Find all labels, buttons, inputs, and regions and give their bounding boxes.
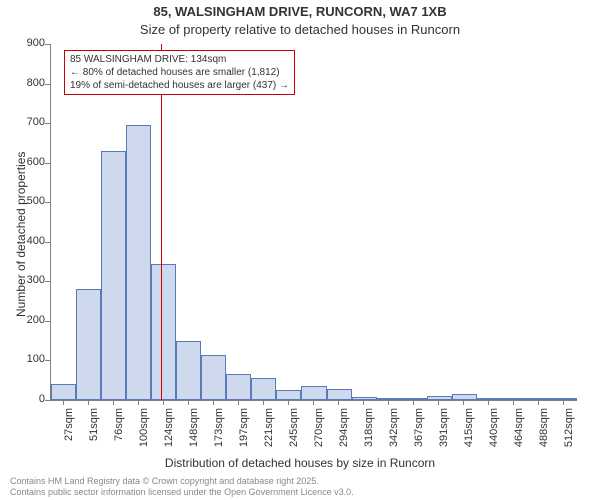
x-tick-mark [88,400,89,405]
x-tick-label: 245sqm [288,408,300,458]
annotation-line-1: 85 WALSINGHAM DRIVE: 134sqm [70,53,289,66]
y-tick-label: 600 [15,156,45,168]
histogram-bar [251,378,276,400]
y-tick-label: 900 [15,37,45,49]
y-tick-mark [45,400,50,401]
x-tick-mark [388,400,389,405]
footer: Contains HM Land Registry data © Crown c… [10,476,354,498]
y-tick-mark [45,123,50,124]
x-tick-label: 367sqm [413,408,425,458]
histogram-bar [76,289,101,400]
x-tick-mark [213,400,214,405]
x-tick-mark [113,400,114,405]
y-tick-mark [45,321,50,322]
x-tick-mark [313,400,314,405]
x-tick-mark [463,400,464,405]
histogram-bar [101,151,126,400]
y-tick-label: 500 [15,195,45,207]
y-tick-mark [45,202,50,203]
annotation-box: 85 WALSINGHAM DRIVE: 134sqm ← 80% of det… [64,50,295,95]
histogram-bar [126,125,151,400]
chart-title-main: 85, WALSINGHAM DRIVE, RUNCORN, WA7 1XB [0,4,600,19]
x-tick-mark [363,400,364,405]
plot-area [50,44,577,401]
histogram-bar [201,355,226,400]
x-tick-label: 173sqm [213,408,225,458]
y-tick-mark [45,360,50,361]
x-tick-label: 197sqm [238,408,250,458]
histogram-bar [176,341,201,400]
x-tick-mark [63,400,64,405]
x-tick-mark [263,400,264,405]
reference-line [161,44,162,400]
x-tick-mark [538,400,539,405]
x-tick-mark [138,400,139,405]
histogram-bar [327,389,352,400]
y-tick-label: 700 [15,116,45,128]
footer-line-1: Contains HM Land Registry data © Crown c… [10,476,354,487]
x-tick-mark [413,400,414,405]
x-tick-label: 415sqm [463,408,475,458]
footer-line-2: Contains public sector information licen… [10,487,354,498]
x-tick-label: 318sqm [363,408,375,458]
x-tick-label: 512sqm [563,408,575,458]
y-tick-label: 100 [15,353,45,365]
chart-container: 85, WALSINGHAM DRIVE, RUNCORN, WA7 1XB S… [0,0,600,500]
histogram-bar [226,374,251,400]
x-tick-label: 294sqm [338,408,350,458]
histogram-bar [151,264,176,400]
x-tick-label: 51sqm [88,408,100,458]
x-tick-label: 221sqm [263,408,275,458]
histogram-bar [51,384,76,400]
annotation-line-3: 19% of semi-detached houses are larger (… [70,79,289,92]
y-tick-mark [45,84,50,85]
y-tick-mark [45,163,50,164]
x-axis-label: Distribution of detached houses by size … [0,456,600,470]
x-tick-label: 27sqm [63,408,75,458]
x-tick-mark [288,400,289,405]
x-tick-mark [488,400,489,405]
x-tick-mark [563,400,564,405]
x-tick-mark [188,400,189,405]
x-tick-label: 440sqm [488,408,500,458]
y-tick-mark [45,281,50,282]
x-tick-mark [238,400,239,405]
x-tick-label: 488sqm [538,408,550,458]
x-tick-label: 100sqm [138,408,150,458]
chart-title-sub: Size of property relative to detached ho… [0,22,600,37]
x-tick-label: 148sqm [188,408,200,458]
x-tick-mark [513,400,514,405]
x-tick-label: 76sqm [113,408,125,458]
x-tick-label: 124sqm [163,408,175,458]
x-tick-mark [163,400,164,405]
y-tick-mark [45,242,50,243]
x-tick-label: 391sqm [438,408,450,458]
histogram-bar [276,390,301,400]
x-tick-mark [438,400,439,405]
y-tick-label: 0 [15,393,45,405]
y-tick-label: 300 [15,274,45,286]
histogram-bar [301,386,326,400]
x-tick-label: 270sqm [313,408,325,458]
y-tick-label: 800 [15,77,45,89]
x-tick-mark [338,400,339,405]
x-tick-label: 464sqm [513,408,525,458]
y-tick-label: 200 [15,314,45,326]
x-tick-label: 342sqm [388,408,400,458]
annotation-line-2: ← 80% of detached houses are smaller (1,… [70,66,289,79]
y-tick-label: 400 [15,235,45,247]
y-tick-mark [45,44,50,45]
